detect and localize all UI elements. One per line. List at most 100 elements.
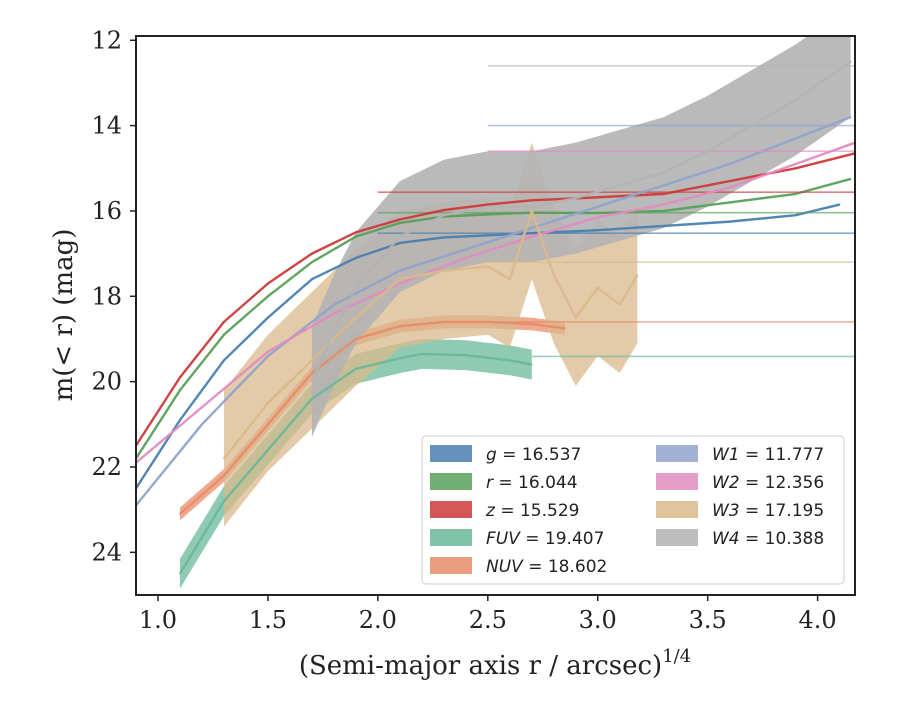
point-z <box>311 252 313 255</box>
line-nuv <box>179 320 565 515</box>
point-r <box>849 178 852 180</box>
line-w3 <box>223 209 639 460</box>
point-fuv <box>465 354 467 356</box>
point-w1 <box>794 137 797 140</box>
legend-label-nuv: NUV = 18.602 <box>486 557 607 577</box>
x-tick-label: 3.5 <box>689 606 727 634</box>
point-w3 <box>636 274 639 276</box>
point-w4 <box>706 150 709 153</box>
point-w1 <box>267 355 269 357</box>
point-fuv <box>179 572 181 575</box>
legend-swatch-w2 <box>656 473 698 490</box>
point-z <box>596 196 599 199</box>
y-tick-label: 12 <box>91 26 122 54</box>
point-w1 <box>596 205 599 208</box>
legend-label-w1: W1 = 11.777 <box>712 445 824 465</box>
point-g <box>838 203 841 206</box>
point-z <box>662 193 665 195</box>
point-g <box>662 225 665 227</box>
point-r <box>399 222 401 224</box>
point-w2 <box>530 235 533 238</box>
point-z <box>728 180 731 182</box>
point-w3 <box>311 359 313 362</box>
point-w2 <box>399 282 401 285</box>
uncertainty-bands <box>179 36 851 589</box>
point-nuv <box>311 372 313 374</box>
y-tick-label: 16 <box>91 197 122 225</box>
point-w2 <box>201 406 203 409</box>
x-tick-label: 1.0 <box>139 606 177 634</box>
line-w1 <box>136 115 852 507</box>
point-g <box>179 419 181 421</box>
point-z <box>399 218 401 221</box>
series-lines <box>136 60 855 575</box>
point-w4 <box>399 235 401 238</box>
point-nuv <box>399 325 401 327</box>
point-fuv <box>267 449 269 451</box>
y-tick-label: 18 <box>91 282 122 310</box>
point-w4 <box>574 197 577 199</box>
point-w4 <box>311 380 313 383</box>
point-w3 <box>355 316 357 319</box>
point-w4 <box>794 99 797 101</box>
point-r <box>311 261 313 263</box>
point-z <box>223 321 225 323</box>
y-axis: 12 14 16 18 20 22 24 <box>91 26 136 566</box>
point-nuv <box>530 323 533 325</box>
x-axis: 1.0 1.5 2.0 2.5 3.0 3.5 4.0 <box>139 595 837 634</box>
point-w3 <box>574 316 577 319</box>
point-r <box>267 295 269 298</box>
legend-label-w2: W2 = 12.356 <box>712 473 824 493</box>
point-g <box>443 236 445 239</box>
legend-label-g: g = 16.537 <box>486 445 581 465</box>
point-w4 <box>355 286 357 289</box>
point-w3 <box>443 269 445 272</box>
point-w3 <box>596 286 599 289</box>
band-w4 <box>311 36 851 438</box>
legend-swatch-nuv <box>430 557 472 574</box>
legend-label-w4: W4 = 10.388 <box>712 529 824 549</box>
legend-label-fuv: FUV = 19.407 <box>486 529 604 549</box>
legend-label-w3: W3 = 17.195 <box>712 501 824 521</box>
point-g <box>487 234 489 237</box>
point-nuv <box>355 338 357 340</box>
legend-label-z: z = 15.529 <box>485 501 579 521</box>
point-w1 <box>662 184 665 187</box>
legend-swatch-fuv <box>430 529 472 546</box>
point-fuv <box>311 397 313 400</box>
point-w1 <box>333 304 335 306</box>
point-nuv <box>267 423 269 426</box>
legend-swatch-r <box>430 473 472 490</box>
y-tick-label: 24 <box>91 538 122 566</box>
point-g <box>399 242 401 244</box>
x-tick-label: 1.5 <box>249 606 287 634</box>
point-z <box>530 199 533 202</box>
point-z <box>443 209 445 211</box>
legend: g = 16.537 r = 16.044 z = 15.529 FUV = 19.4… <box>421 435 845 585</box>
point-w1 <box>530 227 533 229</box>
point-w2 <box>596 216 599 219</box>
x-tick-label: 2.5 <box>469 606 507 634</box>
point-g <box>355 257 357 259</box>
point-fuv <box>421 353 423 355</box>
point-w1 <box>201 423 203 426</box>
point-w3 <box>530 210 533 212</box>
point-w2 <box>465 257 467 259</box>
x-axis-label: (Semi-major axis r / arcsec)1/4 <box>299 646 691 681</box>
point-nuv <box>563 327 566 330</box>
point-w4 <box>487 205 489 208</box>
point-w4 <box>377 261 379 263</box>
point-z <box>355 231 357 234</box>
point-r <box>728 201 731 204</box>
point-w4 <box>662 171 665 174</box>
point-w4 <box>750 124 753 127</box>
point-g <box>596 229 599 231</box>
point-w3 <box>508 278 511 281</box>
y-tick-label: 20 <box>91 368 122 396</box>
point-r <box>794 193 797 195</box>
line-fuv <box>178 352 533 575</box>
point-r <box>487 213 489 216</box>
point-nuv <box>223 474 225 477</box>
point-g <box>728 220 731 223</box>
